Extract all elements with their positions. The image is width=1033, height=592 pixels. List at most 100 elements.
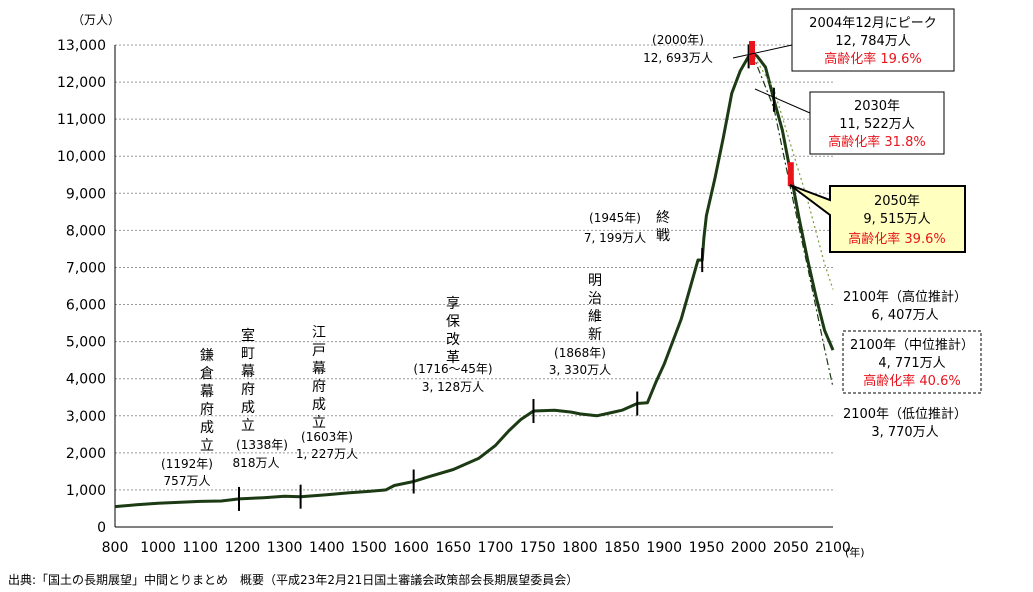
series-lines xyxy=(114,51,835,509)
peak-callout-title: 2004年12月にピーク xyxy=(809,16,937,31)
vertical-char: 成 xyxy=(241,400,255,416)
high-projection-title: 2100年（高位推計） xyxy=(843,289,967,305)
y-tick-label: 11,000 xyxy=(57,112,106,128)
x-tick-label: 1800 xyxy=(562,540,598,556)
vertical-char: 明 xyxy=(588,273,602,289)
peak-leader xyxy=(732,44,793,59)
x-tick-label: 1400 xyxy=(309,540,345,556)
y2030-callout-aging: 高齢化率 31.8% xyxy=(828,134,925,150)
series-line-high xyxy=(751,52,834,290)
vertical-char: 保 xyxy=(446,314,460,330)
y2050-callout-aging: 高齢化率 39.6% xyxy=(848,231,945,247)
y-tick-label: 9,000 xyxy=(66,186,106,202)
edo-pop-label: 1, 227万人 xyxy=(296,447,358,461)
y-tick-label: 0 xyxy=(97,520,106,536)
vertical-char: 立 xyxy=(241,418,255,434)
peak-callout-pop: 12, 784万人 xyxy=(835,34,911,49)
x-unit-label: (年) xyxy=(845,545,865,559)
axes xyxy=(114,45,833,528)
mid-projection-box xyxy=(842,330,982,394)
vertical-char: 戦 xyxy=(656,228,670,244)
y2030-callout: 2030年 11, 522万人 高齢化率 31.8% xyxy=(809,91,945,155)
vertical-char: 成 xyxy=(200,420,214,436)
x-tick-label: 1900 xyxy=(646,540,682,556)
y2000-year-label: (2000年) xyxy=(652,33,704,47)
vertical-char: 享 xyxy=(446,295,460,312)
x-tick-label: 1500 xyxy=(351,540,387,556)
event-markers xyxy=(238,41,794,511)
muromachi-year-label: (1338年) xyxy=(236,438,288,452)
vertical-char: 成 xyxy=(312,397,326,413)
grid-lines xyxy=(115,44,833,491)
kyoho-year-label: (1716～45年) xyxy=(413,362,492,376)
edo-year-label: (1603年) xyxy=(301,430,353,444)
peak-callout-box xyxy=(791,8,955,72)
vertical-char: 新 xyxy=(588,327,602,343)
y2050-callout-title: 2050年 xyxy=(874,194,920,209)
y-tick-label: 10,000 xyxy=(57,149,106,165)
x-tick-label: 1650 xyxy=(435,540,471,556)
vertical-char: 江 xyxy=(312,325,326,341)
mid-projection-pop: 4, 771万人 xyxy=(878,356,945,371)
x-tick-labels: 800 1000 1100 1200 1300 1400 1500 1600 1650 1700 1… xyxy=(102,540,851,556)
x-tick-label: 1100 xyxy=(182,540,218,556)
kamakura-pop-label: 757万人 xyxy=(164,474,211,488)
vertical-char: 幕 xyxy=(200,384,214,400)
high-projection-pop: 6, 407万人 xyxy=(871,308,938,323)
meiji-event-label: 明治維新 xyxy=(588,273,602,343)
callout-leaders xyxy=(732,44,811,114)
x-tick-label: 2000 xyxy=(731,540,767,556)
low-projection-pop: 3, 770万人 xyxy=(871,425,938,440)
high-projection-label: 2100年（高位推計） 6, 407万人 xyxy=(843,289,967,323)
y-unit-label: （万人） xyxy=(72,13,120,27)
vertical-char: 町 xyxy=(241,346,255,362)
y-tick-label: 8,000 xyxy=(66,223,106,239)
x-tick-label: 1300 xyxy=(267,540,303,556)
x-tick-label: 1600 xyxy=(393,540,429,556)
source-note: 出典:「国土の長期展望」中間とりまとめ 概要（平成23年2月21日国土審議会政策… xyxy=(8,573,579,587)
y-tick-label: 6,000 xyxy=(66,298,106,314)
vertical-char: 幕 xyxy=(312,361,326,377)
y2000-pop-label: 12, 693万人 xyxy=(643,51,713,65)
vertical-char: 幕 xyxy=(241,364,255,380)
mid-projection-aging: 高齢化率 40.6% xyxy=(863,373,960,389)
y-tick-label: 5,000 xyxy=(66,335,106,351)
y2030-callout-box xyxy=(809,91,945,155)
y-tick-label: 3,000 xyxy=(66,409,106,425)
x-tick-label: 800 xyxy=(102,540,129,556)
y-tick-labels: 0 1,000 2,000 3,000 4,000 5,000 6,000 7,000 8,00… xyxy=(57,38,106,536)
vertical-char: 立 xyxy=(200,438,214,454)
highlight-marker xyxy=(749,41,756,66)
vertical-char: 鎌 xyxy=(200,348,214,364)
y2030-leader xyxy=(754,88,811,114)
x-tick-label: 1700 xyxy=(478,540,514,556)
peak-callout: 2004年12月にピーク 12, 784万人 高齢化率 19.6% xyxy=(791,8,955,72)
y-tick-label: 13,000 xyxy=(57,38,106,54)
x-tick-label: 2100 xyxy=(815,540,851,556)
vertical-char: 府 xyxy=(241,382,255,398)
y-tick-label: 1,000 xyxy=(66,483,106,499)
y-tick-label: 4,000 xyxy=(66,372,106,388)
meiji-pop-label: 3, 330万人 xyxy=(549,363,611,377)
low-projection-label: 2100年（低位推計） 3, 770万人 xyxy=(843,406,967,440)
low-projection-title: 2100年（低位推計） xyxy=(843,406,967,422)
kamakura-event-label: 鎌倉幕府成立 xyxy=(200,348,214,454)
series-line-low xyxy=(751,52,834,388)
vertical-char: 戸 xyxy=(312,343,326,359)
shusen-event-label: 終戦 xyxy=(656,210,670,244)
y2030-callout-pop: 11, 522万人 xyxy=(839,117,915,132)
kyoho-pop-label: 3, 128万人 xyxy=(422,380,484,394)
vertical-char: 府 xyxy=(200,402,214,418)
highlight-marker xyxy=(787,162,794,187)
y2050-callout: 2050年 9, 515万人 高齢化率 39.6% xyxy=(789,184,966,253)
vertical-char: 立 xyxy=(312,415,326,431)
kamakura-year-label: (1192年) xyxy=(161,457,213,471)
vertical-char: 改 xyxy=(446,332,460,348)
vertical-char: 倉 xyxy=(200,366,214,382)
x-tick-label: 1750 xyxy=(520,540,556,556)
vertical-char: 終 xyxy=(656,210,670,226)
vertical-char: 治 xyxy=(588,291,602,307)
edo-event-label: 江戸幕府成立 xyxy=(312,325,326,431)
shusen-pop-label: 7, 199万人 xyxy=(584,231,646,245)
vertical-char: 室 xyxy=(241,327,255,344)
